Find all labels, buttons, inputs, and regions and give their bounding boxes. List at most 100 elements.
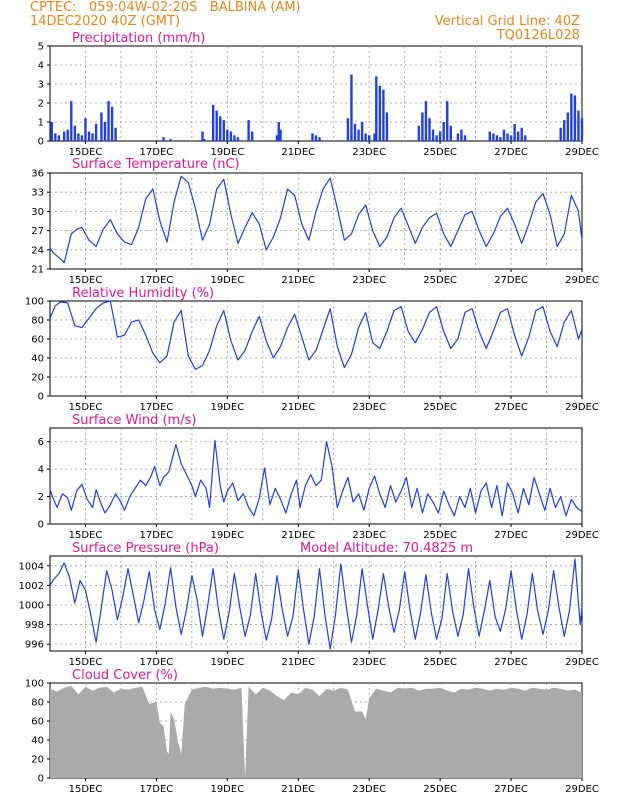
panel1-bar	[103, 122, 107, 141]
panel1-bar	[570, 93, 573, 141]
panel5-ytick-label: 998	[25, 620, 44, 631]
panel3-ytick-label: 40	[31, 354, 44, 365]
panel1-bar	[110, 106, 114, 141]
panel1-xtick-label: 21DEC	[281, 147, 315, 158]
panel4-xtick-label: 21DEC	[281, 530, 315, 541]
panel4-title: Surface Wind (m/s)	[72, 413, 196, 428]
panel6-ytick-label: 80	[31, 698, 44, 709]
panel1-bar	[463, 135, 467, 141]
panel1-ytick-label: 1	[38, 118, 44, 129]
panel1-bar	[442, 122, 445, 141]
panel5-title: Surface Pressure (hPa)	[72, 541, 219, 556]
panel6-title: Cloud Cover (%)	[72, 668, 178, 683]
panel6-xtick-label: 23DEC	[352, 784, 386, 795]
panel1-ytick-label: 2	[38, 99, 44, 110]
panel1-bar	[559, 127, 562, 141]
panel3-xtick-label: 19DEC	[210, 402, 244, 413]
panel1-bar	[203, 139, 206, 141]
panel4-frame	[49, 427, 583, 525]
panel2-xtick-label: 17DEC	[140, 275, 174, 286]
panel1-bar	[566, 112, 570, 141]
panel3-xtick-label: 27DEC	[494, 402, 528, 413]
panel1-bar	[431, 129, 435, 141]
panel1-bar	[211, 104, 215, 141]
panel6-ytick-label: 60	[31, 717, 44, 728]
panel6-ytick-label: 100	[25, 679, 44, 690]
panel1-bar	[70, 101, 73, 141]
panel6-xtick-label: 27DEC	[494, 784, 528, 795]
date-line: 14DEC2020 40Z (GMT)	[30, 14, 181, 29]
panel1-xtick-label: 19DEC	[210, 147, 244, 158]
panel4-ytick-label: 2	[38, 492, 44, 503]
panel2-ytick-label: 24	[31, 245, 44, 256]
panel1-frame	[49, 45, 583, 142]
panel1-bar	[573, 95, 577, 141]
panel2-ytick-label: 30	[31, 207, 44, 218]
panel3-title: Relative Humidity (%)	[72, 286, 214, 301]
panel1-bar	[506, 133, 509, 141]
panel1-bar	[499, 137, 502, 141]
panel1-bar	[80, 135, 84, 141]
panel1-bar	[428, 118, 431, 141]
panel1-bar	[513, 123, 516, 141]
panel1-bar	[449, 125, 452, 141]
panel5-frame	[49, 555, 583, 652]
panel1-bar	[520, 127, 523, 141]
panel1-bar	[492, 133, 495, 141]
panel1-bar	[57, 135, 61, 141]
panel2-line	[49, 175, 583, 264]
panel5-xtick-label: 17DEC	[140, 657, 174, 668]
panel1-bar	[357, 129, 360, 141]
panel1-bar	[62, 131, 66, 141]
panel1-bar	[382, 89, 385, 141]
panel3-frame	[49, 300, 583, 397]
panel1-bar	[378, 85, 382, 141]
panel2-ytick-label: 33	[31, 188, 44, 199]
station-line: CPTEC: 059:04W-02:20S BALBINA (AM)	[30, 0, 301, 15]
panel1-xtick-label: 23DEC	[352, 147, 386, 158]
panel6-xtick-label: 25DEC	[423, 784, 457, 795]
panel2-xtick-label: 15DEC	[69, 275, 103, 286]
panel1-bar	[360, 122, 364, 141]
panel1-bar	[107, 101, 110, 141]
panel5-xtick-label: 25DEC	[423, 657, 457, 668]
panel5-annotation: Model Altitude: 70.4825 m	[300, 541, 473, 556]
panel4-xtick-label: 19DEC	[210, 530, 244, 541]
panel3-xtick-label: 23DEC	[352, 402, 386, 413]
panel4-ytick-label: 6	[38, 437, 44, 448]
grid-note: Vertical Grid Line: 40Z	[434, 14, 580, 29]
panel1-bar	[456, 133, 460, 141]
panel5-xtick-label: 29DEC	[565, 657, 599, 668]
panel5-ytick-label: 1004	[19, 561, 44, 572]
panel2-frame	[49, 172, 583, 270]
panel2-xtick-label: 21DEC	[281, 275, 315, 286]
panel1-bar	[460, 129, 463, 141]
panel5-line	[49, 558, 583, 650]
panel1-bar	[247, 120, 250, 141]
panel5-xtick-label: 27DEC	[494, 657, 528, 668]
panel1-ytick-label: 3	[38, 80, 44, 91]
panel1-bar	[91, 133, 94, 141]
panel2-xtick-label: 27DEC	[494, 275, 528, 286]
panel1-bar	[502, 129, 506, 141]
panel1-bar	[438, 131, 442, 141]
panel1-xtick-label: 27DEC	[494, 147, 528, 158]
panel1-bar	[50, 122, 53, 141]
panel3-ytick-label: 80	[31, 316, 44, 327]
panel4-xtick-label: 17DEC	[140, 530, 174, 541]
panel1-bar	[215, 110, 218, 141]
panel1-bar	[54, 133, 57, 141]
panel3-ytick-label: 100	[25, 297, 44, 308]
panel1-bar	[318, 137, 321, 141]
panel1-title: Precipitation (mm/h)	[72, 31, 205, 46]
panel2-xtick-label: 23DEC	[352, 275, 386, 286]
panel6-xtick-label: 15DEC	[69, 784, 103, 795]
panel1-bar	[373, 133, 376, 141]
panel1-bar	[162, 137, 165, 141]
panel1-bar	[226, 129, 229, 141]
panel1-ytick-label: 4	[38, 61, 44, 72]
panel5-ytick-label: 1002	[19, 581, 44, 592]
panel1-bar	[236, 137, 240, 141]
panel1-bar	[222, 120, 225, 141]
